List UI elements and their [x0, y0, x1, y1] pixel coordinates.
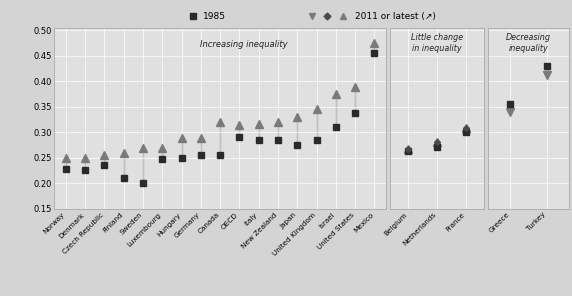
Text: 2011 or latest (↗): 2011 or latest (↗) [356, 12, 436, 21]
Text: Decreasing
inequality: Decreasing inequality [506, 33, 551, 53]
Text: Little change
in inequality: Little change in inequality [411, 33, 463, 53]
Text: 1985: 1985 [202, 12, 225, 21]
Text: Increasing inequality: Increasing inequality [200, 40, 287, 49]
